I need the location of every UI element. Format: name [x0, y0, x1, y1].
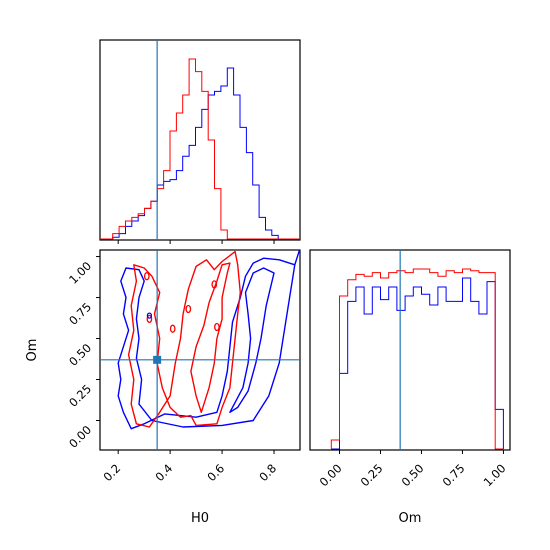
h0-histogram: [100, 40, 300, 240]
contour-red-island-3: [169, 324, 176, 333]
om-histogram: [330, 250, 504, 450]
contour-blue-island: [146, 312, 153, 319]
om-tick-label: 1.00: [481, 461, 509, 489]
om-hist-red: [330, 268, 504, 450]
contour-red-inner: [190, 262, 231, 413]
h0-om-contours: [100, 250, 300, 450]
panel-2d-frame: [99, 249, 301, 451]
x-axis-label-h0: H0: [191, 511, 209, 526]
h0-tick-label: 0.2: [100, 461, 123, 484]
contour-red-island-2: [146, 314, 153, 324]
om-tick-label: 0.00: [317, 461, 345, 489]
om-hist-blue: [331, 277, 504, 450]
contour-blue-inner: [229, 267, 275, 413]
contour-red-island-1: [143, 272, 150, 281]
h0-tick-label: 0.4: [152, 461, 175, 484]
contour-red-island-6: [214, 322, 220, 332]
truth-marker: [153, 355, 162, 364]
om-tick-label: 0.25: [358, 461, 386, 489]
contour-red-island-5: [211, 280, 218, 289]
y-axis-label-om: Om: [25, 339, 40, 362]
om-tick-label: 0.50: [399, 461, 427, 489]
h0-tick-label: 0.6: [204, 461, 227, 484]
panel-om-hist-frame: [309, 249, 511, 451]
h0-hist-red: [100, 58, 300, 240]
h0-tick-label: 0.8: [256, 461, 279, 484]
om-ytick-label: 0.00: [66, 423, 94, 451]
contour-blue-outer: [117, 250, 300, 430]
contour-red-outer: [127, 250, 241, 428]
contour-red-island-4: [185, 304, 192, 314]
h0-hist-blue: [100, 67, 300, 240]
om-tick-label: 0.75: [440, 461, 468, 489]
om-ytick-label: 0.25: [66, 382, 94, 410]
om-ytick-label: 1.00: [66, 259, 94, 287]
axis-ticks: 0.2 0.4 0.6 0.8 0.00 0.25 0.50 0.75 1.00 0.00 0.25…: [66, 240, 509, 489]
x-axis-label-om: Om: [399, 511, 422, 526]
om-ytick-label: 0.75: [66, 300, 94, 328]
panel-h0-hist-frame: [99, 39, 301, 241]
om-ytick-label: 0.50: [66, 341, 94, 369]
